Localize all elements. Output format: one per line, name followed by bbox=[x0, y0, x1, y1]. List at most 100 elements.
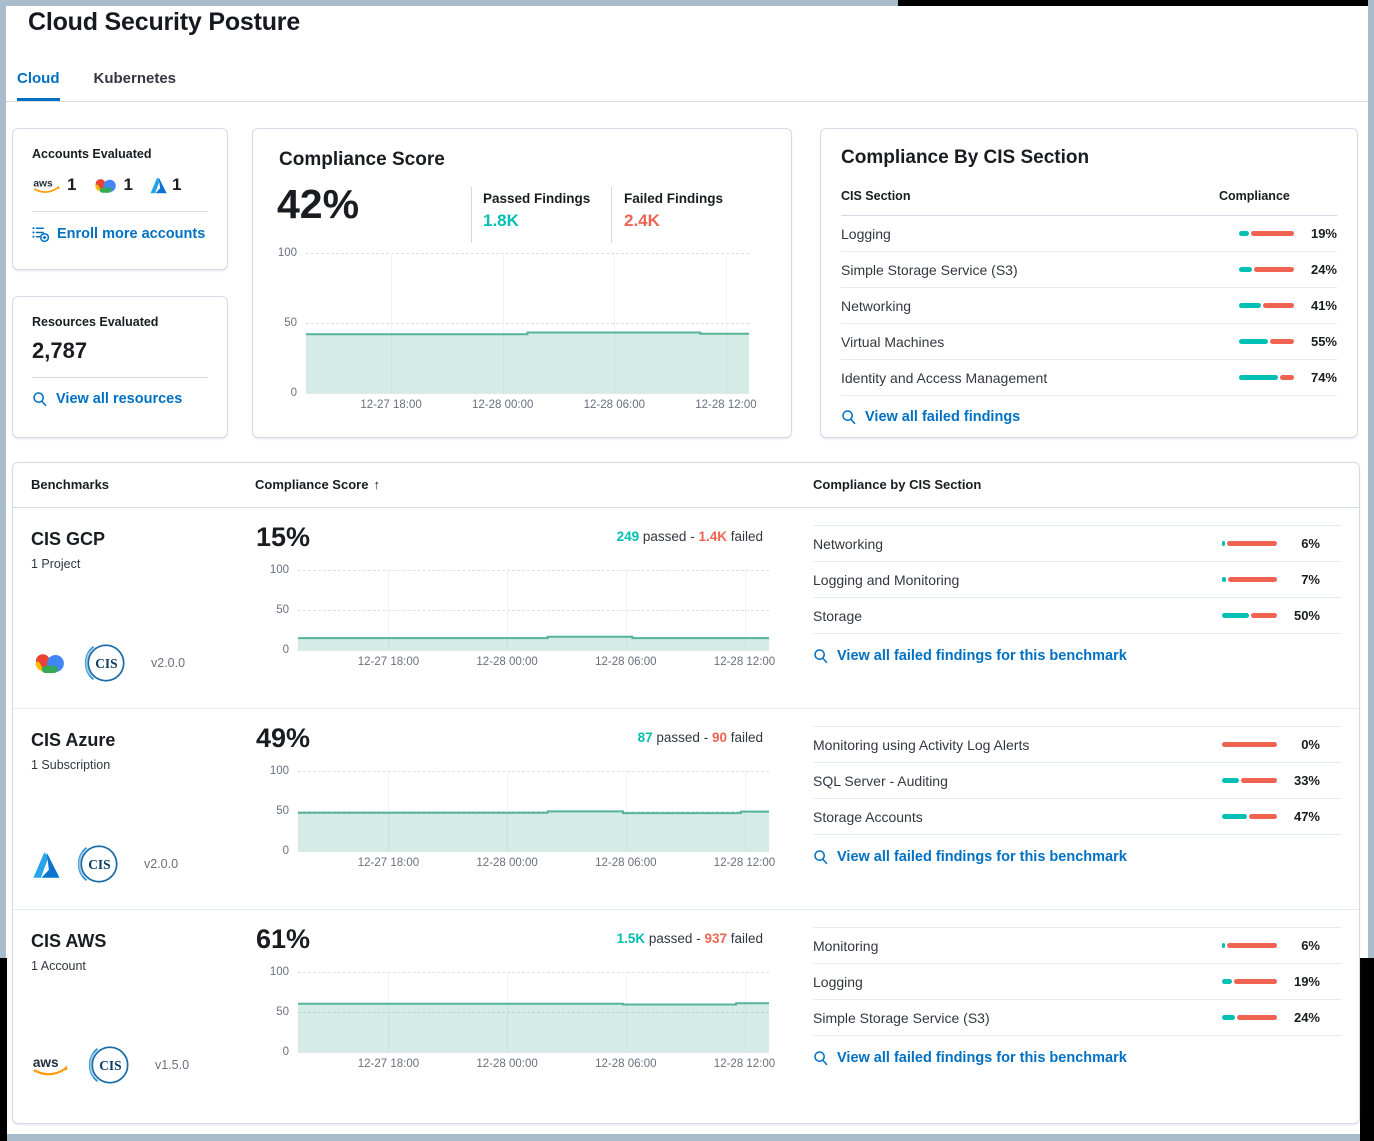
view-failed-findings-benchmark-label: View all failed findings for this benchm… bbox=[837, 1050, 1127, 1066]
cis-section-row: Storage Accounts 47% bbox=[813, 799, 1341, 835]
cis-section-name: Logging bbox=[813, 973, 863, 990]
accounts-evaluated-title: Accounts Evaluated bbox=[32, 147, 152, 161]
benchmark-info-cell: CIS Azure 1 Subscription CIS v2.0.0 bbox=[31, 709, 247, 909]
compliance-percent: 19% bbox=[1293, 974, 1320, 989]
compliance-distribution-bar bbox=[1222, 943, 1277, 948]
benchmark-row-cis-aws: CIS AWS 1 Account aws CIS v1.5.0 61% 1.5… bbox=[13, 910, 1359, 1110]
search-icon bbox=[32, 391, 48, 407]
failed-segment bbox=[1280, 375, 1294, 380]
compliance-distribution-bar bbox=[1222, 1015, 1277, 1020]
compliance-percent: 6% bbox=[1301, 938, 1320, 953]
benchmark-row-cis-gcp: CIS GCP 1 Project CIS v2.0.0 15% 249 pas… bbox=[13, 508, 1359, 709]
col-compliance-score[interactable]: Compliance Score ↑ bbox=[255, 477, 380, 492]
cis-section-name: Storage bbox=[813, 607, 863, 624]
benchmark-trend-chart: 100 50 0 12-27 18:00 12-28 00:00 12-28 06:00… bbox=[267, 564, 775, 680]
benchmark-name: CIS AWS bbox=[31, 931, 107, 951]
benchmark-trend-chart: 100 50 0 12-27 18:00 12-28 00:00 12-28 06:00… bbox=[267, 765, 775, 881]
failed-segment bbox=[1249, 814, 1277, 819]
passed-segment bbox=[1222, 1015, 1235, 1020]
x-axis-tick: 12-28 12:00 bbox=[713, 857, 776, 869]
failed-count: 1.4K bbox=[698, 529, 727, 544]
passed-count: 1.5K bbox=[616, 931, 646, 946]
window-border-left bbox=[0, 0, 6, 958]
gcp-icon bbox=[31, 650, 67, 676]
compliance-percent: 41% bbox=[1310, 298, 1337, 313]
view-all-resources-link[interactable]: View all resources bbox=[32, 391, 208, 407]
benchmarks-table-header: Benchmarks Compliance Score ↑ Compliance … bbox=[13, 463, 1359, 508]
cis-section-row: Logging 19% bbox=[813, 964, 1341, 1000]
window-border-right-black bbox=[1360, 958, 1374, 1141]
compliance-percent: 33% bbox=[1293, 773, 1320, 788]
y-axis-tick: 100 bbox=[269, 564, 289, 576]
y-axis-tick: 50 bbox=[284, 317, 297, 329]
cis-section-name: Logging bbox=[841, 225, 891, 242]
failed-findings-stat: Failed Findings 2.4K bbox=[624, 191, 723, 231]
col-cis-section: CIS Section bbox=[841, 189, 911, 203]
y-axis-tick: 0 bbox=[282, 845, 289, 857]
y-axis-tick: 0 bbox=[282, 644, 289, 656]
tab-cloud[interactable]: Cloud bbox=[17, 70, 60, 101]
compliance-distribution-bar bbox=[1239, 231, 1294, 236]
compliance-by-cis-section-title: Compliance By CIS Section bbox=[841, 147, 1090, 168]
svg-text:CIS: CIS bbox=[95, 656, 117, 671]
cis-section-row: Identity and Access Management 74% bbox=[841, 360, 1337, 396]
passed-segment bbox=[1222, 541, 1225, 546]
x-axis-tick: 12-28 12:00 bbox=[713, 1058, 776, 1070]
window-border-left-black bbox=[0, 958, 7, 1141]
failed-segment bbox=[1251, 613, 1277, 618]
view-all-failed-findings-label: View all failed findings bbox=[865, 409, 1021, 425]
cis-icon: CIS bbox=[82, 640, 128, 686]
x-axis-tick: 12-28 00:00 bbox=[476, 1058, 538, 1070]
aws-icon: aws bbox=[31, 1053, 71, 1078]
cis-section-row: Simple Storage Service (S3) 24% bbox=[813, 1000, 1341, 1036]
enroll-more-accounts-link[interactable]: Enroll more accounts bbox=[32, 225, 208, 242]
window-border-bottom bbox=[7, 1134, 1360, 1141]
view-failed-findings-benchmark-label: View all failed findings for this benchm… bbox=[837, 648, 1127, 664]
cis-section-name: Monitoring using Activity Log Alerts bbox=[813, 736, 1030, 753]
passed-segment bbox=[1222, 979, 1232, 984]
sort-ascending-icon: ↑ bbox=[373, 477, 380, 492]
benchmark-cis-sections: Monitoring 6% Logging 19% Simple Storage… bbox=[813, 910, 1341, 1110]
failed-segment bbox=[1270, 339, 1294, 344]
x-axis-tick: 12-28 00:00 bbox=[476, 857, 538, 869]
svg-text:aws: aws bbox=[33, 178, 53, 189]
passed-count: 87 bbox=[637, 730, 653, 745]
y-axis-tick: 100 bbox=[277, 247, 297, 259]
azure-icon bbox=[31, 850, 60, 879]
view-failed-findings-benchmark-link[interactable]: View all failed findings for this benchm… bbox=[813, 648, 1341, 664]
window-border-top bbox=[0, 0, 1374, 6]
benchmark-score-cell: 49% 87 passed - 90 failed 100 50 0 12-27 1… bbox=[255, 709, 777, 909]
compliance-score-title: Compliance Score bbox=[279, 149, 445, 170]
view-failed-findings-benchmark-link[interactable]: View all failed findings for this benchm… bbox=[813, 1050, 1341, 1066]
cis-section-row: Monitoring 6% bbox=[813, 928, 1341, 964]
benchmark-version: v2.0.0 bbox=[144, 857, 179, 871]
cis-section-row: Networking 6% bbox=[813, 526, 1341, 562]
view-all-resources-label: View all resources bbox=[56, 391, 183, 407]
x-axis-tick: 12-27 18:00 bbox=[357, 1058, 420, 1070]
y-axis-tick: 0 bbox=[282, 1046, 289, 1058]
view-all-failed-findings-link[interactable]: View all failed findings bbox=[841, 409, 1337, 425]
benchmark-score-value: 15% bbox=[256, 522, 311, 552]
svg-text:CIS: CIS bbox=[88, 857, 110, 872]
failed-findings-value: 2.4K bbox=[624, 211, 660, 230]
failed-findings-label: Failed Findings bbox=[624, 191, 724, 206]
compliance-by-cis-section-card: Compliance By CIS Section CIS Section Co… bbox=[820, 128, 1358, 438]
failed-segment bbox=[1234, 979, 1277, 984]
compliance-score-card: Compliance Score 42% Passed Findings 1.8… bbox=[252, 128, 792, 438]
resources-evaluated-card: Resources Evaluated 2,787 View all resou… bbox=[12, 296, 228, 438]
failed-segment bbox=[1227, 541, 1277, 546]
tab-kubernetes[interactable]: Kubernetes bbox=[93, 70, 177, 87]
window-border-right bbox=[1368, 0, 1374, 958]
cis-section-table-header: CIS Section Compliance bbox=[841, 189, 1337, 216]
col-compliance-score-label: Compliance Score bbox=[255, 477, 369, 492]
compliance-percent: 6% bbox=[1301, 536, 1320, 551]
page-title: Cloud Security Posture bbox=[28, 8, 301, 36]
x-axis-tick: 12-28 06:00 bbox=[595, 857, 657, 869]
benchmark-cis-sections: Monitoring using Activity Log Alerts 0% … bbox=[813, 709, 1341, 909]
accounts-provider-counts: aws 1 1 1 bbox=[32, 172, 208, 198]
view-failed-findings-benchmark-link[interactable]: View all failed findings for this benchm… bbox=[813, 849, 1341, 865]
y-axis-tick: 0 bbox=[290, 387, 297, 399]
compliance-distribution-bar bbox=[1239, 339, 1294, 344]
x-axis-tick: 12-28 12:00 bbox=[713, 656, 776, 668]
x-axis-tick: 12-27 18:00 bbox=[357, 857, 420, 869]
